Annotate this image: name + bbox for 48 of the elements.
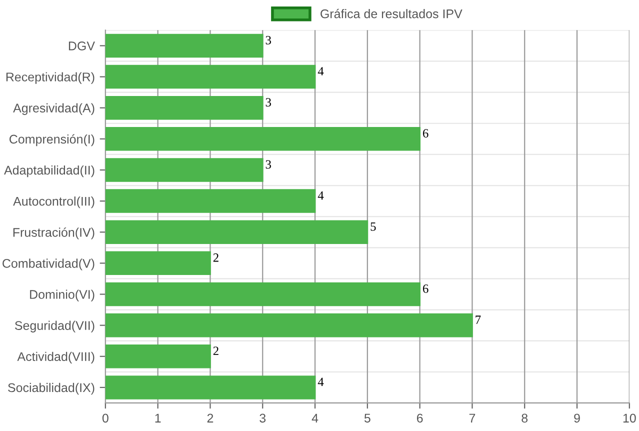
y-tick-label: Dominio(VI)	[30, 290, 94, 302]
data-label: 4	[318, 191, 324, 200]
y-tick-label: Actividad(VIII)	[17, 352, 94, 364]
bar	[105, 96, 264, 120]
bar	[105, 158, 264, 182]
bar	[105, 344, 211, 368]
y-tick-label: DGV	[68, 42, 95, 50]
data-label: 4	[318, 378, 324, 386]
x-tick-label: 1	[155, 414, 161, 422]
data-label: 7	[476, 316, 481, 324]
data-label: 3	[266, 160, 272, 169]
y-tick-label: Autocontrol(III)	[13, 196, 94, 208]
x-tick-label: 5	[364, 414, 370, 423]
x-tick-label: 9	[574, 414, 580, 423]
data-label: 5	[370, 222, 376, 231]
bar	[105, 189, 316, 213]
data-label: 4	[318, 67, 324, 76]
y-tick-label: Comprensión(I)	[10, 134, 94, 146]
data-label: 6	[422, 129, 428, 138]
y-tick-label: Agresividad(A)	[13, 103, 94, 115]
bar	[105, 251, 211, 276]
x-tick-label: 7	[469, 414, 476, 422]
y-tick-label: Seguridad(VII)	[14, 320, 94, 332]
x-tick-label: 0	[102, 414, 108, 423]
data-label: 3	[266, 36, 272, 44]
data-label: 3	[266, 98, 272, 106]
bar	[105, 376, 316, 400]
bar	[105, 34, 264, 58]
x-tick-label: 10	[623, 414, 636, 423]
bar	[105, 64, 316, 89]
bar	[105, 282, 421, 306]
bar	[105, 220, 368, 244]
y-tick-label: Adaptabilidad(II)	[4, 165, 94, 178]
data-label: 2	[213, 346, 218, 355]
legend-label: Gráfica de resultados IPV	[320, 8, 462, 18]
x-tick-label: 2	[207, 414, 214, 422]
y-tick-label: Combatividad(V)	[2, 258, 94, 270]
y-tick-label: Frustración(IV)	[13, 228, 94, 240]
x-tick-label: 3	[260, 414, 266, 423]
data-label: 2	[213, 253, 218, 262]
x-tick-label: 6	[416, 414, 423, 423]
y-tick-label: Receptividad(R)	[6, 72, 94, 84]
data-label: 6	[422, 284, 428, 293]
y-tick-label: Sociabilidad(IX)	[8, 382, 94, 395]
bar	[105, 313, 473, 338]
x-tick-label: 4	[312, 414, 318, 422]
x-tick-label: 8	[522, 414, 528, 423]
bar	[105, 127, 421, 151]
